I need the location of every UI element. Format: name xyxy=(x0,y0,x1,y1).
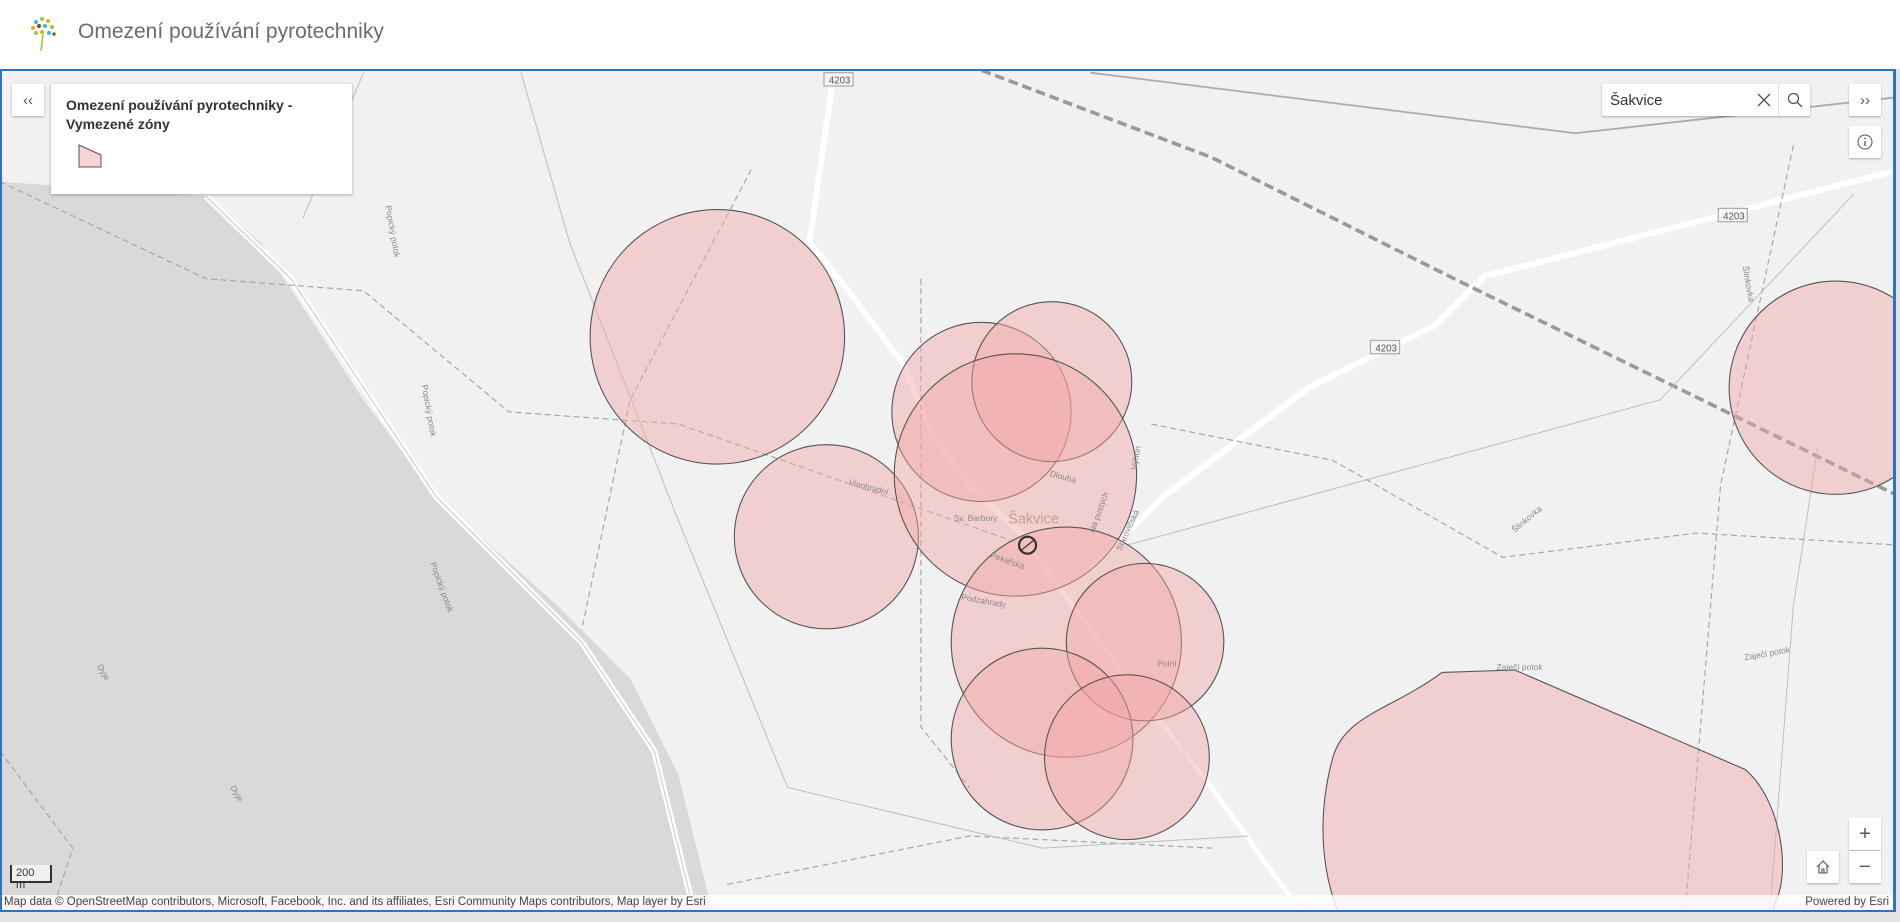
search-icon xyxy=(1787,92,1802,108)
road-south xyxy=(1028,546,1303,910)
scale-bar: 200 m xyxy=(10,865,52,891)
railway xyxy=(980,71,1893,496)
close-icon xyxy=(1757,93,1771,107)
zone xyxy=(1322,669,1784,910)
attribution-bar: Map data © OpenStreetMap contributors, M… xyxy=(2,895,1893,910)
info-button[interactable] xyxy=(1849,126,1881,158)
street-label: Polní xyxy=(1157,658,1177,668)
zone xyxy=(893,353,1138,597)
town-label: Šakvice xyxy=(1008,510,1059,527)
home-button[interactable] xyxy=(1807,851,1839,883)
powered-by-esri[interactable]: Powered by Esri xyxy=(1805,896,1889,908)
zone xyxy=(589,209,846,465)
street-label: Sv. Barbory xyxy=(954,513,998,523)
legend-title: Omezení používání pyrotechniky - Vymezen… xyxy=(66,97,293,132)
zone xyxy=(971,301,1133,463)
legend-panel: Omezení používání pyrotechniky - Vymezen… xyxy=(51,84,352,194)
attribution-text: Map data © OpenStreetMap contributors, M… xyxy=(4,896,706,908)
road-number: 4203 xyxy=(1723,211,1745,222)
road-number: 4203 xyxy=(829,76,851,87)
legend-polygon-symbol xyxy=(78,144,102,168)
location-marker-icon xyxy=(1017,535,1038,555)
expand-panel-button[interactable]: ›› xyxy=(1849,84,1881,116)
home-icon xyxy=(1816,860,1830,874)
search-input[interactable] xyxy=(1610,91,1750,109)
search-button[interactable] xyxy=(1778,84,1810,116)
zoom-out-button[interactable]: − xyxy=(1849,851,1881,883)
road-number: 4203 xyxy=(1375,343,1397,354)
zone xyxy=(891,321,1072,503)
river-area xyxy=(2,181,712,910)
search-widget xyxy=(1602,84,1810,116)
road-4203-east xyxy=(1088,168,1893,572)
map-view[interactable]: 4203 4203 4203 Šakvice Dyje Dyje Popický… xyxy=(0,69,1896,912)
collapse-panel-button[interactable]: ‹‹ xyxy=(12,84,44,116)
zone xyxy=(1043,674,1210,841)
tree-logo-icon xyxy=(31,17,56,52)
stream-label: Zaječí potok xyxy=(1496,662,1543,672)
street-label: Výhon xyxy=(1129,445,1143,471)
zone xyxy=(1065,562,1225,722)
zoom-in-button[interactable]: + xyxy=(1849,818,1881,850)
zone xyxy=(733,444,920,630)
app-title: Omezení používání pyrotechniky xyxy=(78,20,384,43)
basemap[interactable]: 4203 4203 4203 Šakvice Dyje Dyje Popický… xyxy=(0,69,1896,912)
road-4203-north xyxy=(806,74,1033,545)
road-shield: 4203 4203 4203 xyxy=(823,72,1748,355)
zone xyxy=(950,647,1134,831)
zone xyxy=(1728,280,1893,495)
pyrotechnics-zones xyxy=(589,209,1893,910)
info-icon xyxy=(1857,134,1873,150)
clear-search-button[interactable] xyxy=(1750,84,1778,116)
app-header: Omezení používání pyrotechniky xyxy=(0,0,1900,69)
